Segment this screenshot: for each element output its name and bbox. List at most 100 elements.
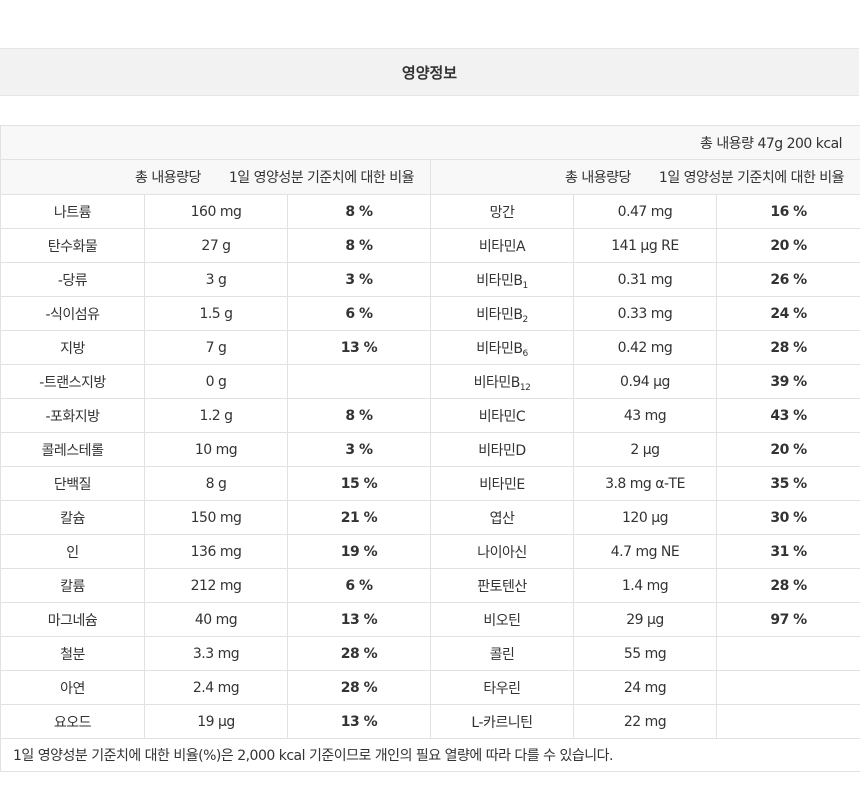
nutrient-subscript: 12 xyxy=(519,382,531,393)
nutrient-name: 비타민B2 xyxy=(430,296,574,331)
nutrient-name: 요오드 xyxy=(0,704,145,739)
nutrient-amount: 120 μg xyxy=(573,500,717,535)
nutrient-percent: 6 % xyxy=(287,296,431,331)
nutrient-name: 콜린 xyxy=(430,636,574,671)
nutrient-percent: 19 % xyxy=(287,534,431,569)
nutrient-name-text: 비타민E xyxy=(479,476,525,493)
total-content: 총 내용량 47g 200 kcal xyxy=(0,125,860,160)
nutrient-name: 판토텐산 xyxy=(430,568,574,603)
table-row: -트랜스지방 0 g 비타민B12 0.94 μg 39 % xyxy=(0,364,860,399)
nutrient-amount: 29 μg xyxy=(573,602,717,637)
table-row: 철분 3.3 mg 28 % 콜린 55 mg xyxy=(0,636,860,671)
left-header: 총 내용량당 1일 영양성분 기준치에 대한 비율 xyxy=(0,159,431,195)
nutrient-name: -트랜스지방 xyxy=(0,364,145,399)
nutrient-percent: 16 % xyxy=(715,194,860,229)
nutrient-subscript: 6 xyxy=(522,348,529,359)
daily-ratio-label: 1일 영양성분 기준치에 대한 비율 xyxy=(228,170,415,186)
nutrient-name: -포화지방 xyxy=(0,398,145,433)
nutrient-percent: 8 % xyxy=(287,194,431,229)
nutrient-amount: 1.2 g xyxy=(144,398,288,433)
nutrient-name: 비타민B12 xyxy=(430,364,574,399)
nutrient-name-text: L-카르니틴 xyxy=(471,714,533,731)
nutrient-name: 아연 xyxy=(0,670,145,705)
nutrient-amount: 141 μg RE xyxy=(573,228,717,263)
table-row: 요오드 19 μg 13 % L-카르니틴 22 mg xyxy=(0,704,860,739)
nutrient-name-text: 판토텐산 xyxy=(477,578,527,595)
nutrient-percent: 3 % xyxy=(287,432,431,467)
nutrient-percent: 28 % xyxy=(715,330,860,365)
nutrient-amount: 40 mg xyxy=(144,602,288,637)
nutrient-name: 엽산 xyxy=(430,500,574,535)
nutrient-amount: 150 mg xyxy=(144,500,288,535)
nutrient-name: 철분 xyxy=(0,636,145,671)
per-total-label: 총 내용량당 xyxy=(565,170,631,186)
nutrient-amount: 10 mg xyxy=(144,432,288,467)
nutrient-percent: 28 % xyxy=(287,636,431,671)
nutrient-percent: 43 % xyxy=(715,398,860,433)
nutrient-percent: 15 % xyxy=(287,466,431,501)
nutrient-name: 콜레스테롤 xyxy=(0,432,145,467)
nutrient-amount: 160 mg xyxy=(144,194,288,229)
table-row: 칼륨 212 mg 6 % 판토텐산 1.4 mg 28 % xyxy=(0,568,860,603)
nutrient-name-text: 콜린 xyxy=(489,646,515,663)
daily-ratio-label: 1일 영양성분 기준치에 대한 비율 xyxy=(658,170,845,186)
nutrient-percent: 35 % xyxy=(715,466,860,501)
table-row: 나트륨 160 mg 8 % 망간 0.47 mg 16 % xyxy=(0,194,860,229)
nutrient-percent: 13 % xyxy=(287,704,431,739)
nutrient-amount: 0.31 mg xyxy=(573,262,717,297)
nutrient-percent: 30 % xyxy=(715,500,860,535)
nutrient-name: -당류 xyxy=(0,262,145,297)
page-title: 영양정보 xyxy=(401,63,458,82)
nutrient-name-text: 비타민C xyxy=(478,408,526,425)
nutrient-percent: 28 % xyxy=(715,568,860,603)
nutrient-name: 비타민D xyxy=(430,432,574,467)
nutrient-amount: 8 g xyxy=(144,466,288,501)
nutrient-name: 칼슘 xyxy=(0,500,145,535)
nutrient-percent: 20 % xyxy=(715,228,860,263)
nutrient-name-text: 비타민B xyxy=(476,306,523,323)
nutrient-amount: 212 mg xyxy=(144,568,288,603)
nutrient-percent: 97 % xyxy=(715,602,860,637)
nutrient-percent xyxy=(287,364,431,399)
nutrient-name: 나트륨 xyxy=(0,194,145,229)
header-row: 총 내용량당 1일 영양성분 기준치에 대한 비율 총 내용량당 1일 영양성분… xyxy=(0,159,860,195)
nutrient-name-text: 비타민B xyxy=(476,340,523,357)
nutrient-percent: 13 % xyxy=(287,330,431,365)
nutrient-amount: 0.47 mg xyxy=(573,194,717,229)
total-row: 총 내용량 47g 200 kcal xyxy=(0,125,860,160)
nutrient-amount: 2.4 mg xyxy=(144,670,288,705)
nutrient-percent: 31 % xyxy=(715,534,860,569)
nutrient-name: 망간 xyxy=(430,194,574,229)
nutrient-amount: 3.3 mg xyxy=(144,636,288,671)
nutrient-percent: 28 % xyxy=(287,670,431,705)
nutrient-amount: 0.94 μg xyxy=(573,364,717,399)
nutrient-percent: 21 % xyxy=(287,500,431,535)
nutrient-name-text: 비오틴 xyxy=(483,612,521,629)
nutrient-amount: 55 mg xyxy=(573,636,717,671)
nutrient-name-text: 엽산 xyxy=(489,510,515,527)
nutrient-name: 비타민B6 xyxy=(430,330,574,365)
nutrient-amount: 22 mg xyxy=(573,704,717,739)
nutrition-table: 총 내용량 47g 200 kcal 총 내용량당 1일 영양성분 기준치에 대… xyxy=(0,125,860,772)
per-total-label: 총 내용량당 xyxy=(134,170,201,186)
nutrient-name: -식이섬유 xyxy=(0,296,145,331)
nutrient-amount: 136 mg xyxy=(144,534,288,569)
nutrient-name-text: 나이아신 xyxy=(477,544,527,561)
nutrient-name: 비타민B1 xyxy=(430,262,574,297)
nutrient-name-text: 타우린 xyxy=(483,680,521,697)
nutrient-amount: 4.7 mg NE xyxy=(573,534,717,569)
nutrient-percent xyxy=(715,704,860,739)
nutrient-name-text: 비타민A xyxy=(478,238,526,255)
nutrient-percent: 20 % xyxy=(715,432,860,467)
table-row: 칼슘 150 mg 21 % 엽산 120 μg 30 % xyxy=(0,500,860,535)
nutrient-name: 마그네슘 xyxy=(0,602,145,637)
nutrient-name: 나이아신 xyxy=(430,534,574,569)
nutrient-percent: 24 % xyxy=(715,296,860,331)
nutrient-name-text: 비타민B xyxy=(473,374,521,391)
nutrient-percent: 6 % xyxy=(287,568,431,603)
nutrient-name: L-카르니틴 xyxy=(430,704,574,739)
nutrient-amount: 19 μg xyxy=(144,704,288,739)
